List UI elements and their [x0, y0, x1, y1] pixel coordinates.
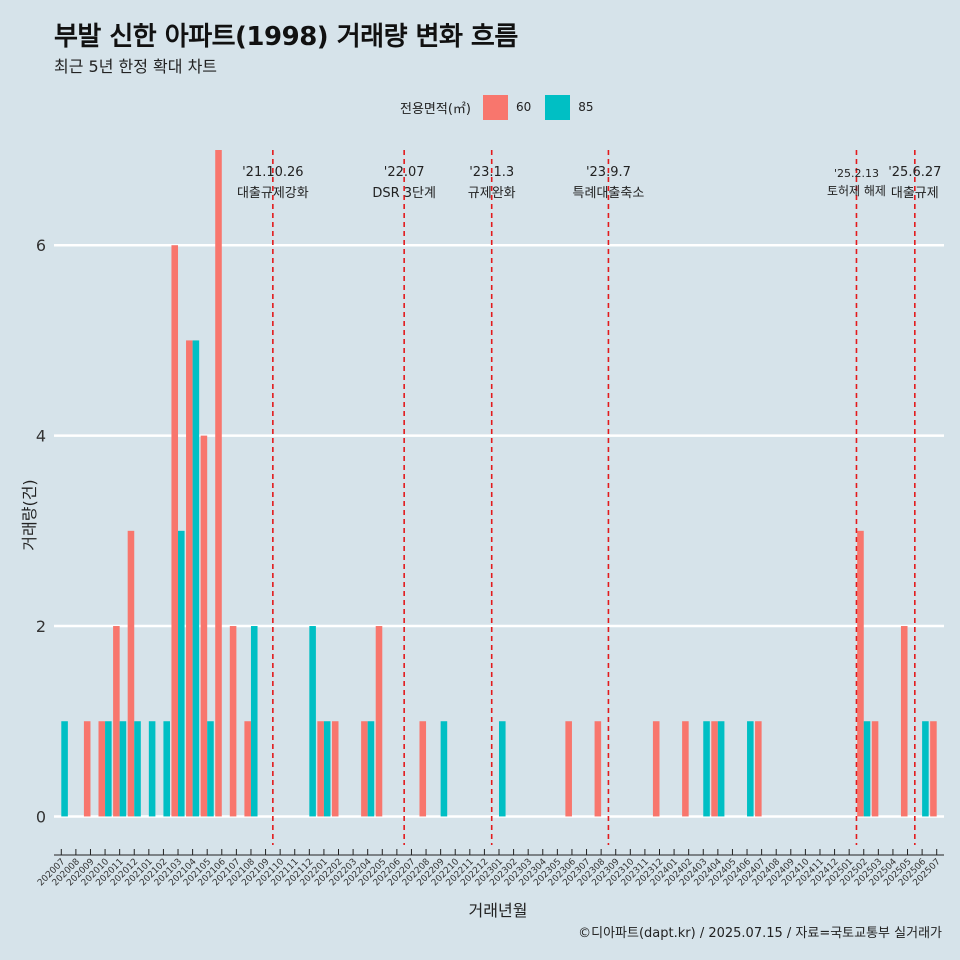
bar-85-202007	[61, 721, 68, 817]
legend-label-60: 60	[515, 100, 532, 114]
event-date: '23.1.3	[469, 165, 514, 180]
bar-60-202308	[594, 721, 602, 817]
bar-60-202402	[682, 721, 689, 817]
bar-85-202102	[163, 721, 170, 817]
bar-85-202011	[119, 721, 127, 817]
bar-85-202209	[440, 721, 448, 817]
bar-60-202011	[113, 626, 120, 817]
bar-60-202505	[900, 626, 908, 817]
legend-title: 전용면적(㎡)	[400, 101, 471, 117]
legend-key-85	[545, 94, 571, 120]
y-axis-label: 거래량(건)	[20, 479, 39, 551]
bar-85-202201	[323, 721, 331, 817]
bar-60-202107	[229, 626, 237, 817]
bar-60-202009	[83, 721, 91, 817]
bar-60-202201	[317, 721, 324, 817]
legend-label-85: 85	[578, 100, 594, 114]
bar-60-202205	[375, 626, 383, 817]
bar-60-202503	[871, 721, 879, 817]
bar-60-202407	[755, 721, 762, 817]
bar-60-202312	[652, 721, 660, 817]
y-tick-label: 2	[36, 617, 46, 636]
bar-60-202010	[98, 721, 106, 817]
source-caption: ©디아파트(dapt.kr) / 2025.07.15 / 자료=국토교통부 실…	[578, 926, 942, 941]
bar-60-202404	[711, 721, 718, 817]
event-label: 특례대출축소	[573, 186, 645, 201]
bar-85-202010	[105, 721, 112, 817]
y-tick-label: 6	[36, 236, 46, 255]
event-date: '21.10.26	[242, 165, 303, 180]
bar-85-202103	[178, 530, 185, 817]
x-axis-label: 거래년월	[468, 901, 528, 920]
bar-85-202104	[192, 340, 200, 817]
y-tick-label: 4	[36, 427, 46, 446]
legend-key-60	[482, 94, 508, 120]
y-tick-label: 0	[36, 807, 46, 826]
bar-85-202301	[499, 721, 506, 817]
bar-85-202403	[703, 721, 710, 817]
event-date: '23.9.7	[586, 165, 631, 180]
event-label: DSR 3단계	[372, 186, 436, 201]
bar-60-202105	[200, 435, 208, 817]
bar-60-202108	[244, 721, 251, 817]
bar-60-202103	[171, 245, 179, 817]
bar-60-202106	[215, 150, 222, 817]
event-label: 대출규제강화	[237, 186, 309, 201]
bar-60-202012	[127, 530, 135, 817]
bar-85-202112	[309, 626, 316, 817]
bar-60-202306	[565, 721, 572, 817]
chart-title: 부발 신한 아파트(1998) 거래량 변화 흐름	[54, 22, 518, 52]
bar-85-202506	[922, 721, 929, 817]
event-date: '25.6.27	[888, 165, 941, 180]
bar-60-202202	[331, 721, 339, 817]
bar-60-202502	[857, 530, 864, 817]
legend: 전용면적(㎡) 60 85	[400, 92, 600, 122]
bar-85-202502	[863, 721, 871, 817]
bar-85-202108	[250, 626, 258, 817]
bar-60-202208	[419, 721, 427, 817]
event-label: 대출규제	[891, 186, 939, 201]
bar-60-202507	[930, 721, 937, 817]
chart-subtitle: 최근 5년 한정 확대 차트	[54, 57, 218, 76]
bar-85-202105	[207, 721, 214, 817]
bar-60-202104	[186, 340, 193, 817]
bar-85-202101	[148, 721, 156, 817]
bar-85-202406	[747, 721, 754, 817]
event-date: '22.07	[384, 165, 425, 180]
bar-85-202404	[717, 721, 725, 817]
bar-60-202204	[361, 721, 368, 817]
bar-85-202204	[367, 721, 375, 817]
event-date: '25.2.13	[834, 167, 879, 180]
event-label: 규제완화	[468, 186, 516, 201]
event-label: 토허제 해제	[827, 184, 886, 198]
bar-85-202012	[134, 721, 141, 817]
